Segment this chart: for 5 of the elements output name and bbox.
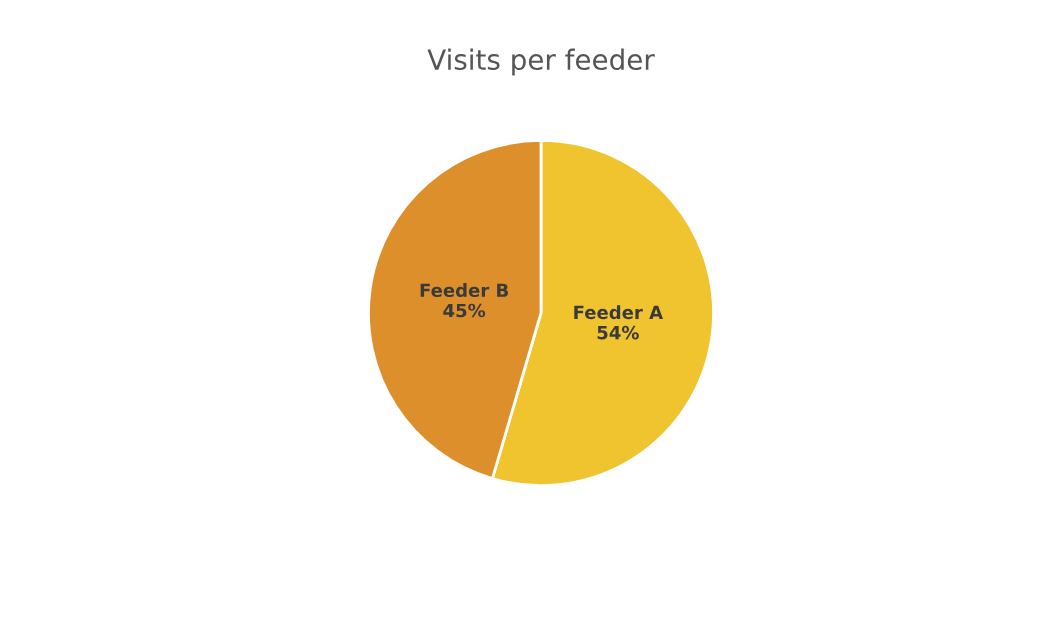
chart-title: Visits per feeder [427, 48, 655, 76]
data-label: 54% [597, 325, 639, 340]
slice-label: Feeder A [574, 305, 663, 320]
data-label: 45% [443, 303, 486, 318]
slice-label: Feeder B [420, 283, 508, 298]
